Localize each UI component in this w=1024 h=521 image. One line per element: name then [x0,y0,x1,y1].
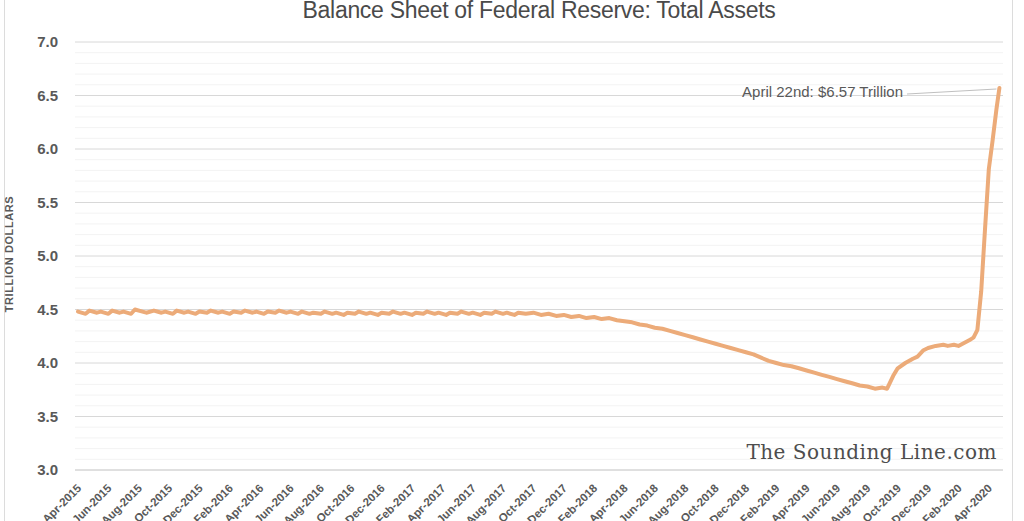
y-tick-labels-group: 3.0 3.5 4.0 4.5 5.0 5.5 6.0 6.5 7.0 [37,33,58,478]
annotation-label: April 22nd: $6.57 Trillion [742,83,903,100]
y-tick-label: 5.0 [37,247,58,264]
y-tick-label: 4.5 [37,301,58,318]
y-tick-label: 7.0 [37,33,58,50]
x-tick-labels-group: Apr-2015Jun-2015Aug-2015Oct-2015Dec-2015… [40,482,994,521]
y-tick-label: 3.0 [37,461,58,478]
data-line-group [78,88,999,389]
chart-screenshot: Balance Sheet of Federal Reserve: Total … [0,0,1024,521]
y-tick-label: 4.0 [37,354,58,371]
watermark-text: The Sounding Line.com [746,440,997,464]
gridlines-group [75,42,1003,470]
y-tick-label: 5.5 [37,194,58,211]
annotation-leader-group [907,89,996,94]
total-assets-line [78,88,999,389]
y-tick-label: 6.0 [37,140,58,157]
y-tick-label: 6.5 [37,87,58,104]
y-tick-label: 3.5 [37,408,58,425]
annotation-leader-line [907,89,996,94]
